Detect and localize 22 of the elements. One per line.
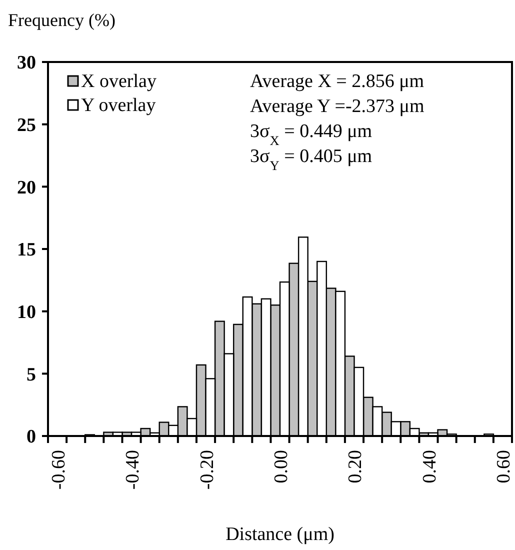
- y-tick-label: 25: [17, 114, 36, 136]
- y-tick-label: 30: [17, 52, 36, 74]
- x-axis-title: Distance (μm): [226, 524, 334, 545]
- y-axis-title: Frequency (%): [8, 10, 116, 30]
- y-tick-label: 5: [26, 364, 36, 386]
- y-tick-label: 15: [17, 240, 36, 261]
- y-tick-label: 10: [17, 302, 36, 323]
- annotation: Average X = 2.856 μm: [250, 71, 424, 92]
- annotation: 3σ$_{X}$ = 0.449 μm: [250, 121, 372, 148]
- x-tick-label: 0.00: [271, 450, 292, 484]
- x-tick-label: 0.60: [494, 450, 515, 484]
- annotation: 3σ$_{Y}$ = 0.405 μm: [250, 146, 372, 172]
- x-tick-label: 0.20: [345, 450, 366, 484]
- legend-label: X overlay: [81, 71, 157, 92]
- y-tick-label: 20: [17, 177, 36, 198]
- x-tick-label: 0.40: [419, 450, 440, 484]
- x-tick-label: -0.60: [48, 450, 70, 490]
- y-tick-label: 0: [26, 426, 36, 448]
- annotation: Average Y =-2.373 μm: [250, 96, 424, 117]
- x-tick-label: -0.20: [196, 450, 218, 490]
- x-tick-label: -0.40: [122, 450, 144, 490]
- legend-label: Y overlay: [81, 95, 156, 116]
